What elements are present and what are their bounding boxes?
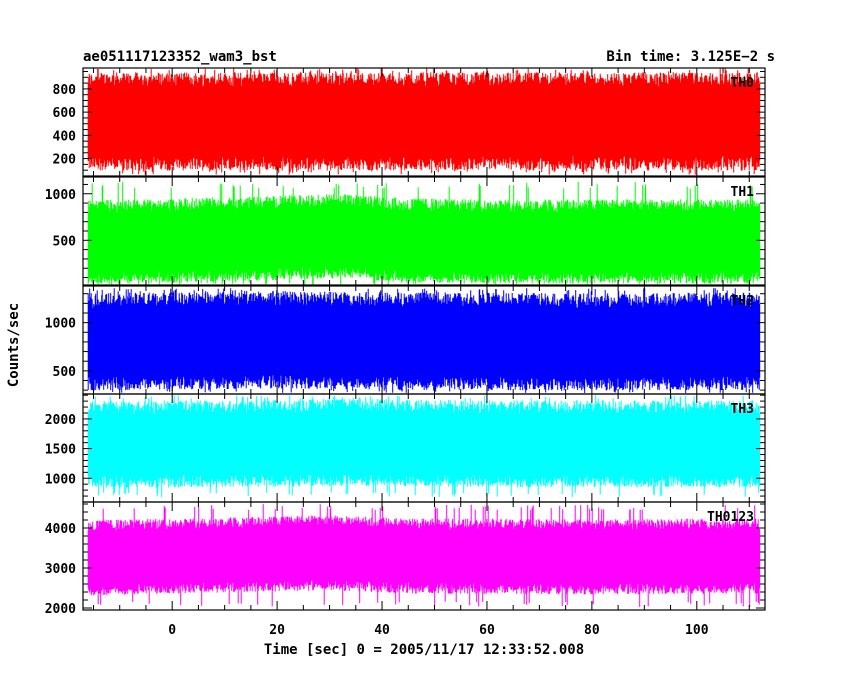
x-tick-label: 0 bbox=[168, 623, 176, 638]
y-tick-label: 1000 bbox=[45, 188, 76, 203]
x-tick-label: 40 bbox=[374, 623, 390, 638]
x-axis: 0 20 40 60 80 100 bbox=[168, 623, 708, 638]
chart-title-right: Bin time: 3.125E−2 s bbox=[606, 49, 775, 65]
x-tick-label: 100 bbox=[685, 623, 709, 638]
x-tick-label: 80 bbox=[584, 623, 600, 638]
chart-title-left: ae051117123352_wam3_bst bbox=[83, 49, 277, 65]
x-tick-label: 20 bbox=[269, 623, 285, 638]
panel-th0: 200 400 600 800 TH0 bbox=[53, 67, 766, 177]
y-tick-label: 400 bbox=[53, 129, 77, 144]
series-th2-trace bbox=[87, 288, 761, 393]
x-axis-label: Time [sec] 0 = 2005/11/17 12:33:52.008 bbox=[264, 642, 584, 658]
y-tick-label: 500 bbox=[53, 365, 77, 380]
x-tick-label: 60 bbox=[479, 623, 495, 638]
y-tick-label: 600 bbox=[53, 106, 77, 121]
series-th0-trace bbox=[87, 68, 761, 175]
y-tick-label: 1500 bbox=[45, 443, 76, 458]
panel-label-th3: TH3 bbox=[731, 402, 754, 417]
panel-label-th2: TH2 bbox=[731, 294, 754, 309]
panel-th3: 1000 1500 2000 TH3 bbox=[45, 393, 766, 503]
series-th3-trace bbox=[87, 395, 761, 498]
y-tick-label: 1000 bbox=[45, 472, 76, 487]
panel-label-th0123: TH0123 bbox=[707, 510, 754, 525]
panel-label-th0: TH0 bbox=[731, 76, 755, 91]
panel-th1: 500 1000 TH1 bbox=[45, 176, 766, 286]
panel-label-th1: TH1 bbox=[731, 185, 755, 200]
y-tick-label: 200 bbox=[53, 153, 77, 168]
panel-frame bbox=[82, 176, 766, 286]
panel-frame bbox=[82, 67, 766, 177]
y-tick-label: 1000 bbox=[45, 317, 76, 332]
y-tick-label: 4000 bbox=[45, 522, 76, 537]
series-th0123-trace bbox=[87, 504, 761, 607]
y-tick-label: 2000 bbox=[45, 413, 76, 428]
y-tick-label: 2000 bbox=[45, 602, 76, 617]
y-axis-label: Counts/sec bbox=[6, 303, 22, 387]
panel-frame bbox=[82, 501, 766, 611]
series-th1-trace bbox=[87, 181, 761, 285]
y-tick-label: 800 bbox=[53, 83, 77, 98]
y-tick-label: 3000 bbox=[45, 562, 76, 577]
panel-th0123: 2000 3000 4000 TH0123 bbox=[45, 501, 766, 617]
panel-th2: 500 1000 TH2 bbox=[45, 285, 766, 395]
y-tick-label: 500 bbox=[53, 234, 77, 249]
